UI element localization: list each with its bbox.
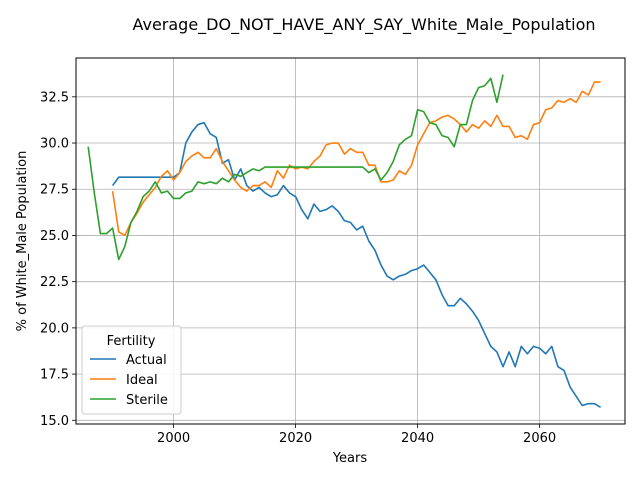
y-tick-label: 22.5	[40, 275, 69, 290]
x-tick-label: 2040	[401, 431, 434, 446]
x-tick-label: 2000	[157, 431, 190, 446]
series-line-sterile	[87, 74, 504, 261]
x-axis-ticks: 2000 2020 2040 2060	[157, 424, 556, 446]
legend-title: Fertility	[107, 334, 156, 349]
y-tick-label: 30.0	[40, 137, 69, 152]
series-line-actual	[111, 121, 602, 409]
y-tick-label: 15.0	[40, 414, 69, 429]
y-tick-label: 27.5	[40, 183, 69, 198]
y-tick-label: 17.5	[40, 368, 69, 383]
grid-lines	[76, 58, 625, 424]
y-axis-ticks: 15.0 17.5 20.0 22.5 25.0 27.5 30.0 32.5	[40, 90, 76, 429]
legend-label-sterile: Sterile	[126, 393, 168, 408]
x-axis-label: Years	[332, 451, 368, 466]
y-tick-label: 25.0	[40, 229, 69, 244]
chart-title: Average_DO_NOT_HAVE_ANY_SAY_White_Male_P…	[132, 15, 595, 35]
plot-area-lines	[87, 74, 602, 409]
legend-items: Actual Ideal Sterile	[90, 353, 168, 408]
y-tick-label: 32.5	[40, 90, 69, 105]
legend-label-actual: Actual	[126, 353, 167, 368]
series-line-ideal	[111, 81, 601, 237]
plot-frame	[75, 57, 626, 425]
x-tick-label: 2020	[279, 431, 312, 446]
legend: Fertility Actual Ideal Sterile	[81, 325, 182, 415]
legend-label-ideal: Ideal	[126, 373, 158, 388]
x-tick-label: 2060	[523, 431, 556, 446]
y-axis-label: % of White_Male Population	[15, 151, 30, 332]
y-tick-label: 20.0	[40, 321, 69, 336]
legend-box	[81, 325, 182, 415]
